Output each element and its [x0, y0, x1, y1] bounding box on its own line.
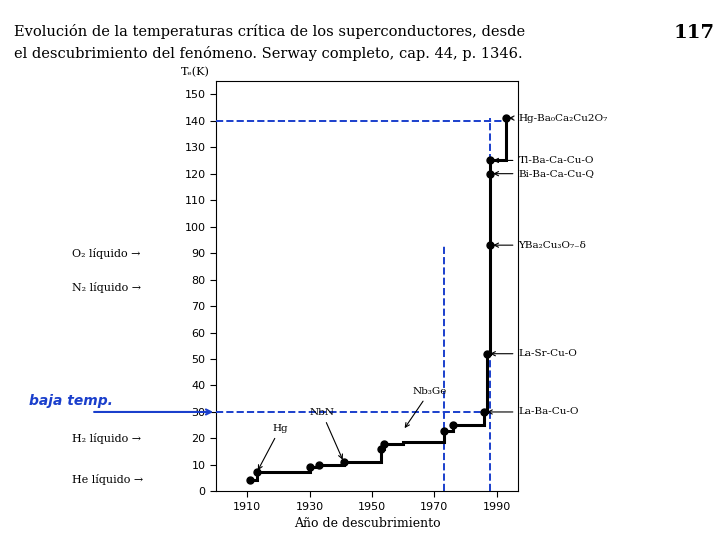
Text: Tₑ(K): Tₑ(K) — [181, 66, 210, 77]
Text: Tl-Ba-Ca-Cu-O: Tl-Ba-Ca-Cu-O — [495, 156, 594, 165]
Text: N₂ líquido →: N₂ líquido → — [72, 282, 141, 293]
Text: Hg: Hg — [258, 424, 288, 469]
Text: 117: 117 — [673, 24, 714, 42]
Text: La-Ba-Cu-O: La-Ba-Cu-O — [488, 408, 579, 416]
Text: H₂ líquido →: H₂ líquido → — [72, 433, 141, 444]
Text: He líquido →: He líquido → — [72, 474, 143, 485]
Text: baja temp.: baja temp. — [29, 394, 112, 408]
Text: Hg-Ba₀Ca₂Cu2O₇: Hg-Ba₀Ca₂Cu2O₇ — [510, 113, 608, 123]
X-axis label: Año de descubrimiento: Año de descubrimiento — [294, 517, 441, 530]
Text: Bi-Ba-Ca-Cu-Q: Bi-Ba-Ca-Cu-Q — [495, 169, 595, 178]
Text: Evolución de la temperaturas crítica de los superconductores, desde: Evolución de la temperaturas crítica de … — [14, 24, 526, 39]
Text: O₂ líquido →: O₂ líquido → — [72, 248, 140, 259]
Text: NbN: NbN — [310, 408, 343, 458]
Text: La-Sr-Cu-O: La-Sr-Cu-O — [491, 349, 577, 358]
Text: el descubrimiento del fenómeno. Serway completo, cap. 44, p. 1346.: el descubrimiento del fenómeno. Serway c… — [14, 46, 523, 61]
Text: YBa₂Cu₃O₇₋δ: YBa₂Cu₃O₇₋δ — [495, 241, 586, 249]
Text: Nb₃Ge: Nb₃Ge — [405, 387, 447, 427]
